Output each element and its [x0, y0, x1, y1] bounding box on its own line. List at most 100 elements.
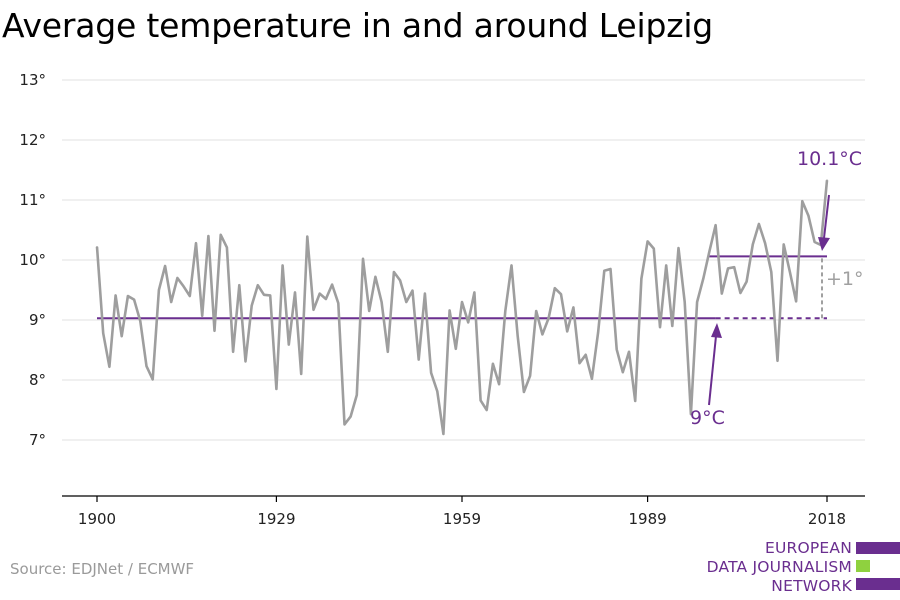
- data-point: [294, 291, 296, 294]
- data-point: [727, 267, 729, 270]
- data-point: [622, 371, 624, 374]
- data-point: [646, 240, 649, 243]
- data-point: [269, 294, 272, 297]
- data-point: [362, 258, 364, 260]
- y-tick-label: 13°: [19, 71, 46, 89]
- data-point: [96, 246, 98, 248]
- logo-text-line-2: DATA JOURNALISM: [706, 558, 852, 576]
- data-point: [516, 335, 519, 338]
- data-point: [405, 301, 408, 303]
- data-point: [535, 310, 538, 312]
- data-point: [207, 235, 210, 237]
- data-point: [250, 304, 253, 307]
- data-point: [758, 223, 760, 225]
- x-tick-label: 1929: [257, 510, 295, 528]
- data-point: [485, 409, 488, 411]
- data-point: [306, 235, 309, 238]
- data-point: [560, 293, 562, 296]
- data-point: [801, 200, 804, 202]
- data-point: [374, 276, 377, 278]
- data-point: [318, 292, 321, 295]
- data-point: [634, 400, 637, 402]
- logo-bar-purple-bottom: [856, 578, 900, 590]
- data-point: [393, 271, 395, 273]
- x-tick-label: 1959: [443, 510, 481, 528]
- data-point: [226, 246, 228, 249]
- data-point: [455, 348, 457, 350]
- data-point: [331, 283, 333, 286]
- data-point: [275, 388, 278, 390]
- data-point: [232, 351, 234, 353]
- data-point: [733, 266, 736, 269]
- data-point: [467, 321, 469, 324]
- data-point: [708, 250, 711, 252]
- data-point: [399, 279, 401, 282]
- label-9c: 9°C: [690, 407, 725, 429]
- arrow-10-1c: [823, 194, 830, 239]
- data-point: [671, 325, 674, 327]
- arrowhead-10-1c: [818, 237, 830, 251]
- data-point: [677, 247, 680, 249]
- data-point: [541, 333, 544, 336]
- data-point: [368, 310, 371, 312]
- data-point: [591, 378, 593, 380]
- data-point: [640, 277, 643, 280]
- data-point: [504, 310, 507, 312]
- data-point: [213, 330, 216, 332]
- data-point: [745, 280, 748, 283]
- data-point: [182, 285, 185, 288]
- label-plus-one-degree: +1°: [826, 268, 864, 290]
- data-point: [461, 301, 463, 303]
- data-point: [238, 284, 241, 287]
- data-point: [127, 295, 129, 297]
- data-point: [257, 284, 259, 287]
- y-tick-label: 10°: [19, 251, 46, 269]
- arrowhead-9c: [711, 323, 722, 338]
- data-point: [164, 265, 166, 267]
- data-point: [151, 378, 154, 381]
- data-point: [436, 390, 439, 393]
- y-tick-label: 11°: [19, 191, 46, 209]
- data-point: [430, 372, 432, 374]
- y-tick-label: 7°: [29, 431, 46, 449]
- data-point: [597, 331, 599, 334]
- data-point: [683, 301, 686, 303]
- data-point: [770, 271, 773, 273]
- data-point: [386, 351, 389, 353]
- data-point: [702, 277, 705, 280]
- y-tick-label: 9°: [29, 311, 46, 329]
- data-point: [789, 271, 791, 273]
- data-point: [659, 326, 661, 329]
- data-point: [578, 362, 581, 365]
- data-point: [120, 335, 123, 338]
- data-point: [244, 360, 247, 363]
- data-point: [133, 298, 135, 301]
- data-point: [603, 270, 606, 272]
- data-point: [325, 298, 327, 300]
- data-point: [145, 365, 148, 368]
- data-point: [337, 302, 340, 305]
- data-point: [356, 394, 358, 396]
- data-point: [176, 277, 179, 279]
- data-point: [473, 291, 476, 294]
- data-point: [795, 300, 797, 303]
- data-point: [170, 301, 173, 303]
- x-axis-ticks: 1900 1929 1959 1989 2018: [78, 496, 846, 528]
- y-axis-tick-labels: 7° 8° 9° 10° 11° 12° 13°: [19, 71, 46, 449]
- logo-text-line-3: NETWORK: [771, 577, 852, 595]
- data-point: [114, 294, 117, 297]
- arrow-9c: [708, 335, 717, 406]
- x-tick-label: 1989: [628, 510, 666, 528]
- data-point: [813, 241, 816, 243]
- annotations: 9°C 10.1°C +1°: [690, 148, 864, 429]
- data-point: [782, 243, 785, 246]
- data-point: [287, 343, 290, 346]
- data-point: [529, 375, 531, 377]
- data-point: [312, 309, 315, 311]
- data-point: [448, 309, 451, 312]
- data-point: [343, 423, 346, 426]
- gridlines: [62, 79, 865, 441]
- data-point: [714, 224, 717, 226]
- logo-bar-green: [856, 560, 870, 572]
